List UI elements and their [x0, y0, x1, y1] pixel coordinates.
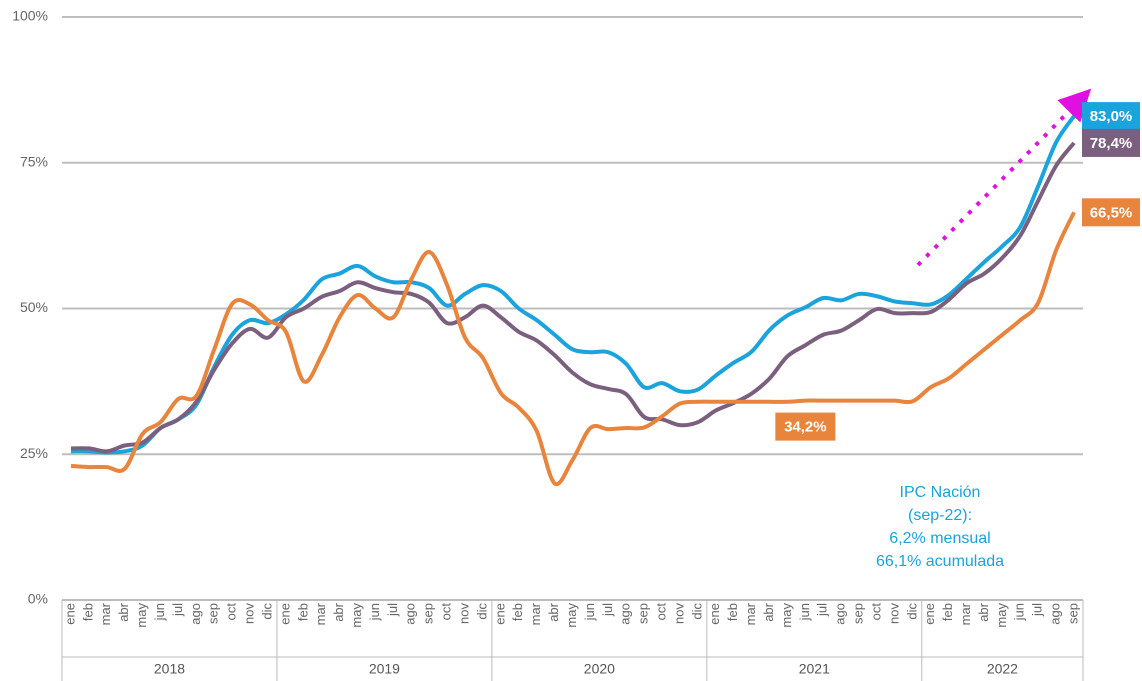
y-tick-label: 50%	[20, 299, 48, 315]
x-tick-label: ene	[277, 603, 292, 625]
x-tick-label: ene	[707, 603, 722, 625]
x-tick-label: jul	[1030, 603, 1045, 617]
x-tick-label: oct	[224, 603, 239, 621]
value-label-box	[775, 412, 836, 441]
x-tick-label: mar	[743, 602, 758, 625]
x-tick-label: jul	[170, 603, 185, 617]
year-label: 2020	[584, 661, 615, 677]
year-label: 2022	[987, 661, 1018, 677]
y-tick-label: 0%	[28, 591, 48, 607]
x-tick-label: oct	[653, 603, 668, 621]
x-tick-label: abr	[331, 602, 346, 621]
x-tick-label: feb	[940, 603, 955, 621]
series-line	[70, 211, 1076, 487]
value-label: 66,5%	[1090, 204, 1133, 221]
x-tick-label: nov	[242, 603, 257, 624]
x-tick-label: abr	[761, 602, 776, 621]
x-tick-label: jun	[582, 603, 597, 621]
annotation: 66,1% acumulada	[876, 553, 1004, 570]
value-label-box	[1082, 198, 1140, 227]
x-tick-label: jun	[367, 603, 382, 621]
annotation: 6,2% mensual	[889, 530, 990, 547]
x-tick-label: may	[564, 603, 579, 628]
x-tick-label: nov	[456, 603, 471, 624]
x-tick-label: ago	[833, 603, 848, 625]
x-tick-label: ene	[922, 603, 937, 625]
x-tick-label: feb	[295, 603, 310, 621]
x-tick-label: jun	[152, 603, 167, 621]
year-label: 2021	[799, 661, 830, 677]
year-label: 2019	[369, 661, 400, 677]
x-tick-label: sep	[636, 603, 651, 624]
x-tick-label: sep	[1065, 603, 1080, 624]
x-tick-label: ago	[188, 603, 203, 625]
x-tick-label: jul	[600, 603, 615, 617]
x-tick-label: feb	[510, 603, 525, 621]
x-tick-label: nov	[671, 603, 686, 624]
x-tick-label: ago	[1048, 603, 1063, 625]
y-tick-label: 100%	[12, 8, 48, 24]
value-label: 34,2%	[784, 419, 827, 436]
x-tick-label: feb	[80, 603, 95, 621]
x-tick-label: ene	[492, 603, 507, 625]
x-tick-label: dic	[689, 603, 704, 620]
x-tick-label: may	[134, 603, 149, 628]
x-tick-label: dic	[474, 603, 489, 620]
x-tick-label: oct	[868, 603, 883, 621]
x-tick-label: may	[994, 603, 1009, 628]
x-tick-label: sep	[421, 603, 436, 624]
x-tick-label: sep	[851, 603, 866, 624]
x-tick-label: abr	[546, 602, 561, 621]
x-tick-label: mar	[528, 602, 543, 625]
x-tick-label: may	[349, 603, 364, 628]
x-tick-label: sep	[206, 603, 221, 624]
x-tick-label: dic	[904, 603, 919, 620]
value-label-box	[1082, 102, 1140, 131]
x-tick-label: may	[779, 603, 794, 628]
x-tick-label: abr	[116, 602, 131, 621]
x-tick-label: mar	[98, 602, 113, 625]
y-tick-label: 25%	[20, 445, 48, 461]
series-line	[70, 141, 1076, 454]
x-tick-label: mar	[313, 602, 328, 625]
value-label-box	[1082, 128, 1140, 157]
x-tick-label: jun	[1012, 603, 1027, 621]
x-tick-label: abr	[976, 602, 991, 621]
x-tick-label: oct	[439, 603, 454, 621]
series-line	[70, 114, 1076, 455]
x-tick-label: jul	[815, 603, 830, 617]
y-tick-label: 75%	[20, 153, 48, 169]
x-tick-label: ene	[62, 603, 77, 625]
trend-arrow	[916, 88, 1092, 267]
x-tick-label: mar	[958, 602, 973, 625]
annotation: (sep-22):	[908, 507, 972, 524]
x-tick-label: ago	[618, 603, 633, 625]
value-label: 78,4%	[1090, 135, 1133, 152]
x-tick-label: jun	[797, 603, 812, 621]
x-tick-label: jul	[385, 603, 400, 617]
x-tick-label: nov	[886, 603, 901, 624]
annotation: IPC Nación	[900, 484, 981, 501]
value-label: 83,0%	[1090, 108, 1133, 125]
x-tick-label: dic	[259, 603, 274, 620]
x-tick-label: feb	[725, 603, 740, 621]
x-tick-label: ago	[403, 603, 418, 625]
year-label: 2018	[154, 661, 185, 677]
